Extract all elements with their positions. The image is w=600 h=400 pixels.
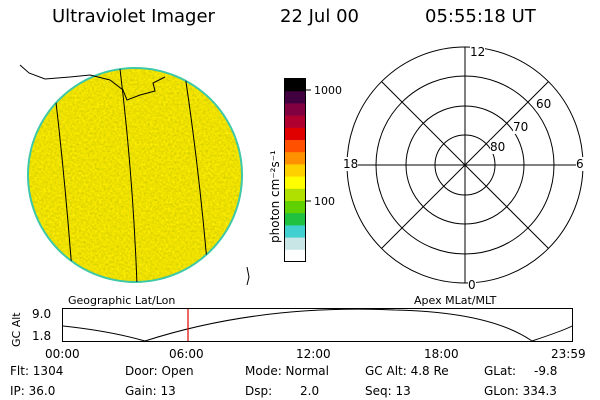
mlt-label-0: 0	[468, 278, 476, 292]
time-label: 05:55:18 UT	[425, 6, 536, 27]
mlat-label-60: 60	[536, 97, 552, 111]
info-dsp-label: Dsp:	[245, 384, 273, 398]
info-ip: IP: 36.0	[10, 384, 56, 398]
orbit-ytick-bottom: 1.8	[32, 329, 52, 343]
info-gain: Gain: 13	[125, 384, 176, 398]
date-label: 22 Jul 00	[280, 6, 359, 27]
colorbar-segment	[284, 151, 306, 165]
app-title: Ultraviolet Imager	[52, 6, 215, 27]
colorbar-segment	[284, 237, 306, 250]
colorbar-segment	[284, 200, 306, 214]
colorbar-segment	[284, 139, 306, 153]
info-glat-value: -9.8	[534, 364, 558, 378]
orbit-plot	[62, 308, 573, 342]
orbit-ytick-top: 9.0	[32, 307, 52, 321]
orbit-xtick-1200: 12:00	[296, 347, 331, 361]
colorbar-segment	[284, 176, 306, 189]
colorbar-segment	[284, 249, 306, 262]
orbit-plot-frame	[62, 308, 573, 342]
coastline	[19, 64, 166, 101]
mlt-label-18: 18	[343, 157, 359, 171]
info-gc-altitude: GC Alt: 4.8 Re	[365, 364, 449, 378]
orbit-altitude-curve	[62, 308, 573, 342]
mlat-label-80: 80	[490, 140, 506, 154]
colorbar-tick-1000: 1000	[314, 84, 342, 97]
orbit-xtick-1800: 18:00	[424, 347, 459, 361]
orbit-ylabel: GC Alt	[10, 312, 23, 347]
info-door: Door: Open	[125, 364, 194, 378]
polar-plot	[346, 46, 584, 284]
info-sequence: Seq: 13	[365, 384, 411, 398]
colorbar-segment	[284, 102, 306, 116]
mlat-label-70: 70	[513, 120, 529, 134]
colorbar-segment	[284, 78, 306, 92]
info-glon: GLon: 334.3	[484, 384, 557, 398]
geo-panel-label: Geographic Lat/Lon	[68, 294, 176, 307]
colorbar-segment	[284, 212, 306, 226]
info-flight: Flt: 1304	[10, 364, 64, 378]
orbit-xtick-0600: 06:00	[169, 347, 204, 361]
orbit-xtick-0000: 00:00	[45, 347, 80, 361]
orbit-xtick-2359: 23:59	[551, 347, 586, 361]
mlt-label-6: 6	[576, 157, 584, 171]
geographic-image	[19, 64, 250, 285]
colorbar-segment	[284, 127, 306, 140]
image-disc	[29, 69, 241, 281]
mlt-label-12: 12	[470, 45, 486, 59]
info-glat-label: GLat:	[484, 364, 517, 378]
colorbar-tick-100: 100	[314, 195, 335, 208]
colorbar-unit-label: photon cm⁻²s⁻¹	[268, 150, 282, 243]
colorbar-segment	[284, 188, 306, 201]
colorbar-segment	[284, 115, 306, 128]
polar-panel-label: Apex MLat/MLT	[414, 294, 497, 307]
info-mode: Mode: Normal	[245, 364, 329, 378]
colorbar	[284, 78, 311, 262]
colorbar-segment	[284, 224, 306, 238]
colorbar-segment	[284, 163, 306, 177]
info-dsp-value: 2.0	[300, 384, 320, 398]
colorbar-segment	[284, 90, 306, 104]
